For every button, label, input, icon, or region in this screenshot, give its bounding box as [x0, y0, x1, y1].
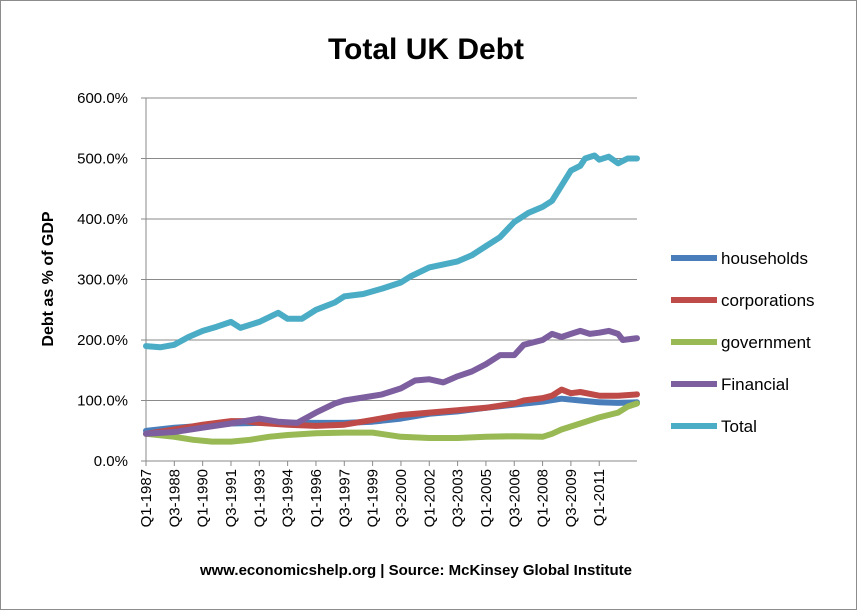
x-tick-label: Q1-2005	[478, 469, 495, 527]
y-tick-label: 400.0%	[77, 211, 128, 228]
x-tick-label: Q1-1999	[365, 469, 382, 527]
x-tick-label: Q3-1991	[223, 469, 240, 527]
x-tick-label: Q3-2003	[450, 469, 467, 527]
legend: households corporations government Financia…	[671, 249, 815, 436]
x-tick-label: Q3-1988	[166, 469, 183, 527]
gridlines	[141, 97, 637, 466]
x-tick-label: Q1-2011	[591, 469, 608, 526]
x-tick-label: Q3-2009	[563, 469, 580, 527]
x-tick-label: Q1-1990	[195, 469, 212, 527]
x-tick-label: Q1-2002	[421, 469, 438, 527]
y-tick-labels: 0.0% 100.0% 200.0% 300.0% 400.0% 500.0% 600.0%	[77, 90, 128, 470]
source-note: www.economicshelp.org | Source: McKinsey…	[199, 562, 632, 579]
x-tick-label: Q1-1987	[138, 469, 155, 527]
y-tick-label: 500.0%	[77, 151, 128, 168]
y-tick-label: 200.0%	[77, 332, 128, 349]
x-tick-label: Q3-1994	[280, 469, 297, 527]
series-line-total	[143, 152, 640, 351]
legend-label-corporations: corporations	[721, 291, 815, 310]
x-tick-label: Q1-2008	[535, 469, 552, 527]
x-tick-label: Q3-1997	[336, 469, 353, 527]
series-lines	[143, 152, 640, 445]
chart-title: Total UK Debt	[328, 33, 524, 66]
y-tick-label: 100.0%	[77, 393, 128, 410]
series-line-financial	[143, 327, 640, 437]
series-line-government	[143, 400, 640, 445]
legend-label-total: Total	[721, 417, 757, 436]
legend-label-government: government	[721, 333, 811, 352]
legend-label-financial: Financial	[721, 375, 789, 394]
x-tick-label: Q3-2000	[393, 469, 410, 527]
legend-label-households: households	[721, 249, 808, 268]
x-tick-label: Q1-1996	[308, 469, 325, 527]
y-tick-label: 300.0%	[77, 272, 128, 289]
x-tick-label: Q3-2006	[506, 469, 523, 527]
y-tick-label: 0.0%	[94, 453, 128, 470]
x-tick-labels: Q1-1987 Q3-1988 Q1-1990 Q3-1991 Q1-1993 Q3-19…	[138, 469, 608, 527]
x-tick-label: Q1-1993	[251, 469, 268, 527]
y-tick-label: 600.0%	[77, 90, 128, 107]
y-axis-label: Debt as % of GDP	[40, 211, 57, 346]
